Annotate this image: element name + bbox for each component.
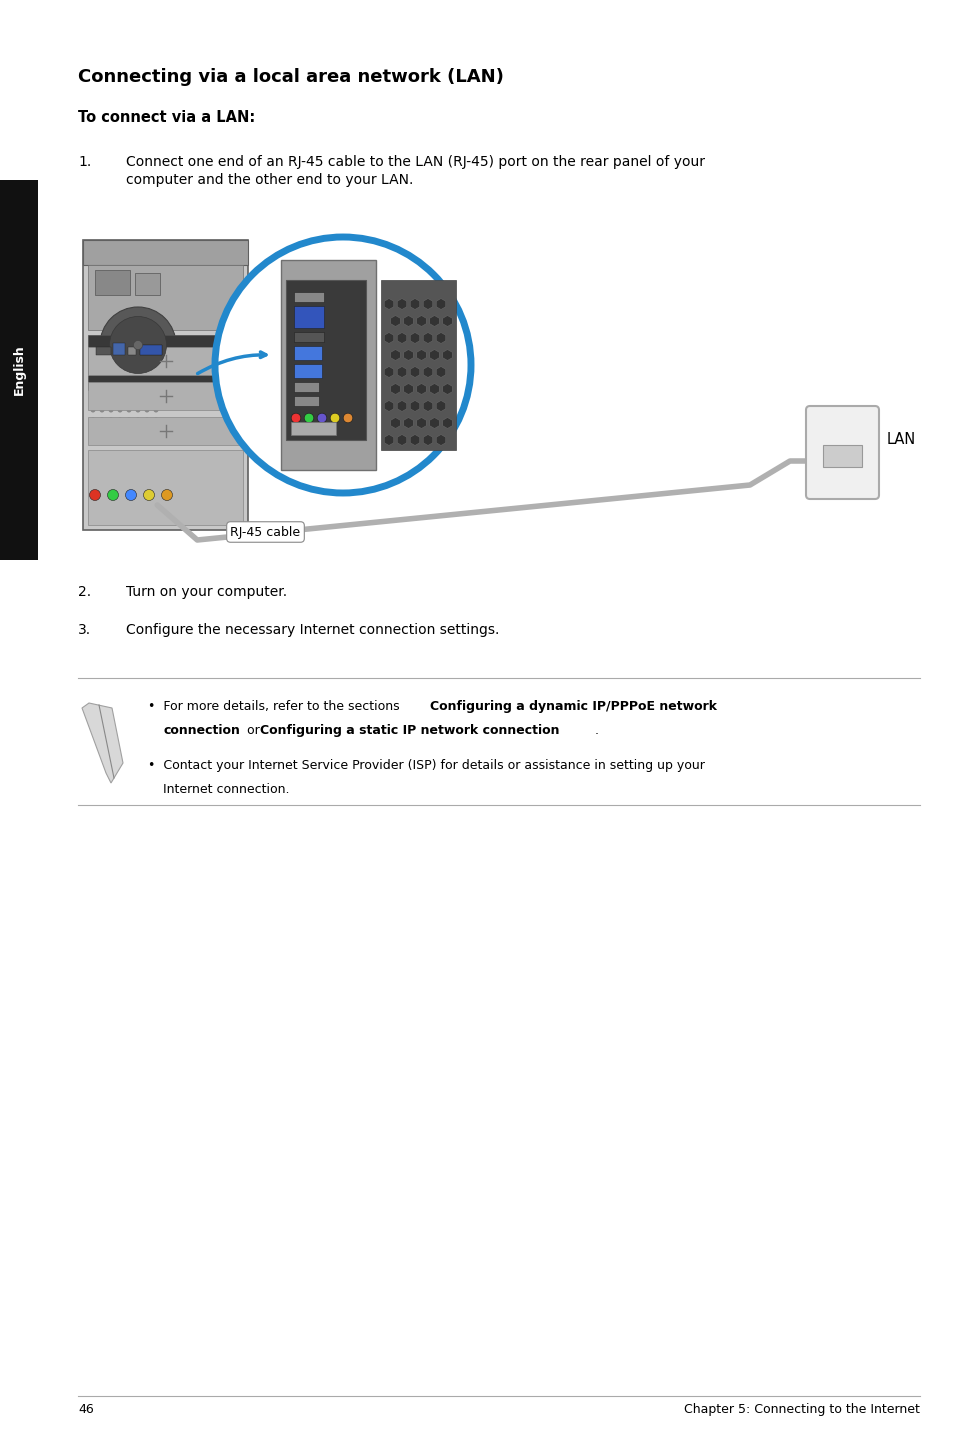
Bar — [294, 383, 318, 393]
Text: or: or — [243, 723, 263, 738]
Circle shape — [99, 417, 105, 423]
Circle shape — [291, 413, 300, 423]
Bar — [291, 421, 335, 436]
Bar — [294, 395, 318, 406]
Bar — [88, 450, 243, 525]
Circle shape — [110, 316, 167, 374]
Text: 2.: 2. — [78, 585, 91, 600]
Bar — [96, 347, 111, 355]
Text: 1.: 1. — [78, 155, 91, 170]
FancyBboxPatch shape — [83, 240, 248, 531]
Text: English: English — [12, 345, 26, 395]
FancyBboxPatch shape — [805, 406, 878, 499]
Text: .: . — [595, 723, 598, 738]
Text: RJ-45 cable: RJ-45 cable — [231, 525, 300, 538]
Circle shape — [109, 407, 113, 413]
Circle shape — [135, 427, 140, 433]
Circle shape — [91, 407, 95, 413]
Text: Turn on your computer.: Turn on your computer. — [126, 585, 287, 600]
Bar — [822, 444, 862, 467]
Text: Connecting via a local area network (LAN): Connecting via a local area network (LAN… — [78, 68, 503, 86]
Circle shape — [91, 397, 95, 403]
Bar — [380, 280, 456, 450]
Circle shape — [343, 413, 353, 423]
Bar — [135, 273, 160, 295]
Circle shape — [127, 417, 132, 423]
Bar — [88, 335, 243, 390]
Text: Connect one end of an RJ-45 cable to the LAN (RJ-45) port on the rear panel of y: Connect one end of an RJ-45 cable to the… — [126, 155, 704, 187]
Circle shape — [144, 417, 150, 423]
Text: Internet connection.: Internet connection. — [163, 784, 289, 797]
Text: 3.: 3. — [78, 623, 91, 637]
Bar — [88, 265, 243, 329]
Circle shape — [143, 489, 154, 500]
Text: connection: connection — [163, 723, 239, 738]
Bar — [88, 417, 243, 444]
Circle shape — [100, 306, 175, 383]
Circle shape — [126, 489, 136, 500]
Text: Chapter 5: Connecting to the Internet: Chapter 5: Connecting to the Internet — [683, 1403, 919, 1416]
Circle shape — [109, 427, 113, 433]
Bar — [112, 344, 125, 355]
Circle shape — [99, 427, 105, 433]
Text: •  For more details, refer to the sections: • For more details, refer to the section… — [148, 700, 403, 713]
Circle shape — [330, 413, 339, 423]
Circle shape — [117, 417, 122, 423]
Bar — [95, 270, 130, 295]
Bar — [294, 292, 324, 302]
Circle shape — [144, 397, 150, 403]
Circle shape — [127, 407, 132, 413]
Circle shape — [99, 397, 105, 403]
Circle shape — [214, 237, 471, 493]
Circle shape — [135, 407, 140, 413]
Bar — [294, 347, 322, 360]
Circle shape — [117, 397, 122, 403]
Circle shape — [133, 341, 142, 349]
Text: To connect via a LAN:: To connect via a LAN: — [78, 109, 255, 125]
Circle shape — [304, 413, 314, 423]
Bar — [294, 306, 324, 328]
Bar — [0, 180, 38, 559]
Bar — [88, 383, 243, 410]
Circle shape — [153, 397, 158, 403]
Bar — [294, 332, 324, 342]
Bar — [83, 240, 248, 265]
Circle shape — [90, 489, 100, 500]
Circle shape — [135, 417, 140, 423]
Circle shape — [127, 397, 132, 403]
Circle shape — [161, 489, 172, 500]
Bar — [281, 260, 375, 470]
Circle shape — [91, 427, 95, 433]
Bar — [286, 280, 366, 440]
Circle shape — [99, 407, 105, 413]
Bar — [140, 345, 162, 355]
Circle shape — [144, 427, 150, 433]
Circle shape — [153, 427, 158, 433]
Text: Configuring a dynamic IP/PPPoE network: Configuring a dynamic IP/PPPoE network — [430, 700, 717, 713]
Text: •  Contact your Internet Service Provider (ISP) for details or assistance in set: • Contact your Internet Service Provider… — [148, 759, 704, 772]
Circle shape — [108, 489, 118, 500]
Circle shape — [117, 427, 122, 433]
Text: LAN: LAN — [886, 433, 915, 447]
Circle shape — [109, 417, 113, 423]
Circle shape — [144, 407, 150, 413]
Bar — [88, 347, 243, 375]
Bar — [140, 345, 162, 355]
Polygon shape — [82, 703, 123, 784]
Bar — [128, 347, 136, 355]
Circle shape — [153, 417, 158, 423]
Circle shape — [316, 413, 327, 423]
Bar — [294, 364, 322, 378]
Circle shape — [135, 397, 140, 403]
Circle shape — [117, 407, 122, 413]
Text: Configure the necessary Internet connection settings.: Configure the necessary Internet connect… — [126, 623, 498, 637]
Circle shape — [91, 417, 95, 423]
Text: 46: 46 — [78, 1403, 93, 1416]
Circle shape — [109, 397, 113, 403]
Circle shape — [127, 427, 132, 433]
Circle shape — [153, 407, 158, 413]
Text: Configuring a static IP network connection: Configuring a static IP network connecti… — [260, 723, 558, 738]
